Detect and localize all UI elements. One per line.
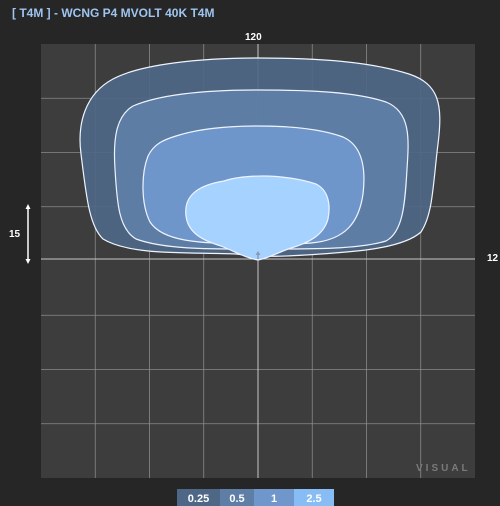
isofootcandle-plot bbox=[41, 44, 475, 478]
diagram-title: [ T4M ] - WCNG P4 MVOLT 40K T4M bbox=[12, 6, 214, 20]
right-axis-label: 12 bbox=[487, 253, 498, 264]
contour-legend: 0.25 0.5 1 2.5 bbox=[177, 489, 334, 506]
legend-item-1: 1 bbox=[254, 489, 294, 506]
top-axis-label: 120 bbox=[245, 32, 262, 43]
scale-bar-label: 15 bbox=[9, 229, 20, 240]
watermark: VISUAL bbox=[416, 463, 471, 474]
legend-item-0-25: 0.25 bbox=[177, 489, 220, 506]
legend-item-0-5: 0.5 bbox=[220, 489, 254, 506]
legend-item-2-5: 2.5 bbox=[294, 489, 334, 506]
scale-bar bbox=[22, 203, 34, 265]
